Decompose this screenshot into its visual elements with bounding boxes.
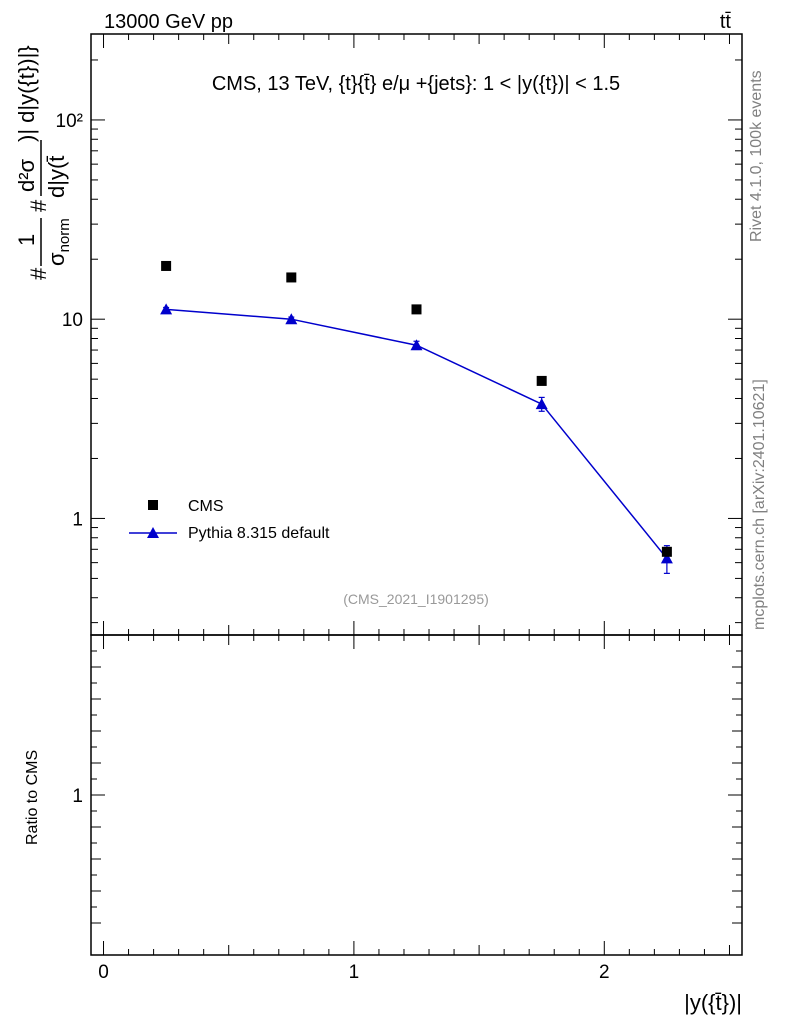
ylabel-hash2: # <box>26 199 51 212</box>
ylabel-sigma-base: σ <box>44 252 69 266</box>
main-panel-frame <box>90 33 743 636</box>
legend-cms-label: CMS <box>188 498 224 515</box>
ylabel-suffix: )| d|y({t})|} <box>14 45 39 142</box>
ratio-panel-frame <box>90 634 743 956</box>
x-tick-label: 1 <box>349 962 360 983</box>
main-y-axis: 1 10 10² <box>56 59 742 624</box>
ratio-y-tick-label: 1 <box>72 786 83 807</box>
energy-label: 13000 GeV pp <box>104 11 233 33</box>
ratio-x-axis: 0 1 2 <box>98 635 730 983</box>
cms-point <box>661 546 672 557</box>
x-tick-label: 0 <box>98 962 109 983</box>
legend-pythia-label: Pythia 8.315 default <box>188 525 330 542</box>
pythia-point <box>410 339 423 351</box>
ylabel-hash1: # <box>26 267 51 280</box>
ratio-y-axis: 1 <box>72 650 742 924</box>
ratio-y-axis-label: Ratio to CMS <box>24 750 41 845</box>
source-label: mcplots.cern.ch [arXiv:2401.10621] <box>751 379 768 630</box>
legend: CMS Pythia 8.315 default <box>129 498 330 542</box>
legend-pythia-marker <box>147 527 159 538</box>
pythia-point <box>285 313 298 325</box>
process-label: tt̄ <box>720 11 732 33</box>
pythia-point <box>660 552 673 564</box>
cms-series <box>161 260 672 557</box>
cms-point <box>161 260 172 271</box>
plot-title: CMS, 13 TeV, {t}{t̄} e/μ +{jets}: 1 < |y… <box>212 73 620 95</box>
cms-point <box>536 375 547 386</box>
cms-point <box>411 304 422 315</box>
ylabel-one: 1 <box>14 234 39 246</box>
main-y-axis-label: # 1 σnorm # d²σ d|y(t̄ )| d|y({t})|} <box>14 45 73 280</box>
ylabel-sigma-norm: σnorm <box>44 218 73 266</box>
main-x-ticks <box>103 34 730 635</box>
y-tick-label: 1 <box>72 509 83 530</box>
x-axis-label: |y({t̄})| <box>684 990 742 1015</box>
y-tick-label: 10² <box>56 111 83 132</box>
pythia-point <box>160 303 173 315</box>
y-tick-label: 10 <box>62 310 83 331</box>
ylabel-d2sigma: d²σ <box>14 158 39 192</box>
rivet-label: Rivet 4.1.0, 100k events <box>748 70 765 242</box>
analysis-watermark: (CMS_2021_I1901295) <box>343 591 489 607</box>
cms-point <box>286 272 297 283</box>
ylabel-sigma-sub: norm <box>56 218 73 252</box>
ylabel-denominator: d|y(t̄ <box>44 156 69 198</box>
pythia-point <box>535 398 548 410</box>
legend-cms-marker <box>148 500 158 510</box>
x-tick-label: 2 <box>599 962 610 983</box>
